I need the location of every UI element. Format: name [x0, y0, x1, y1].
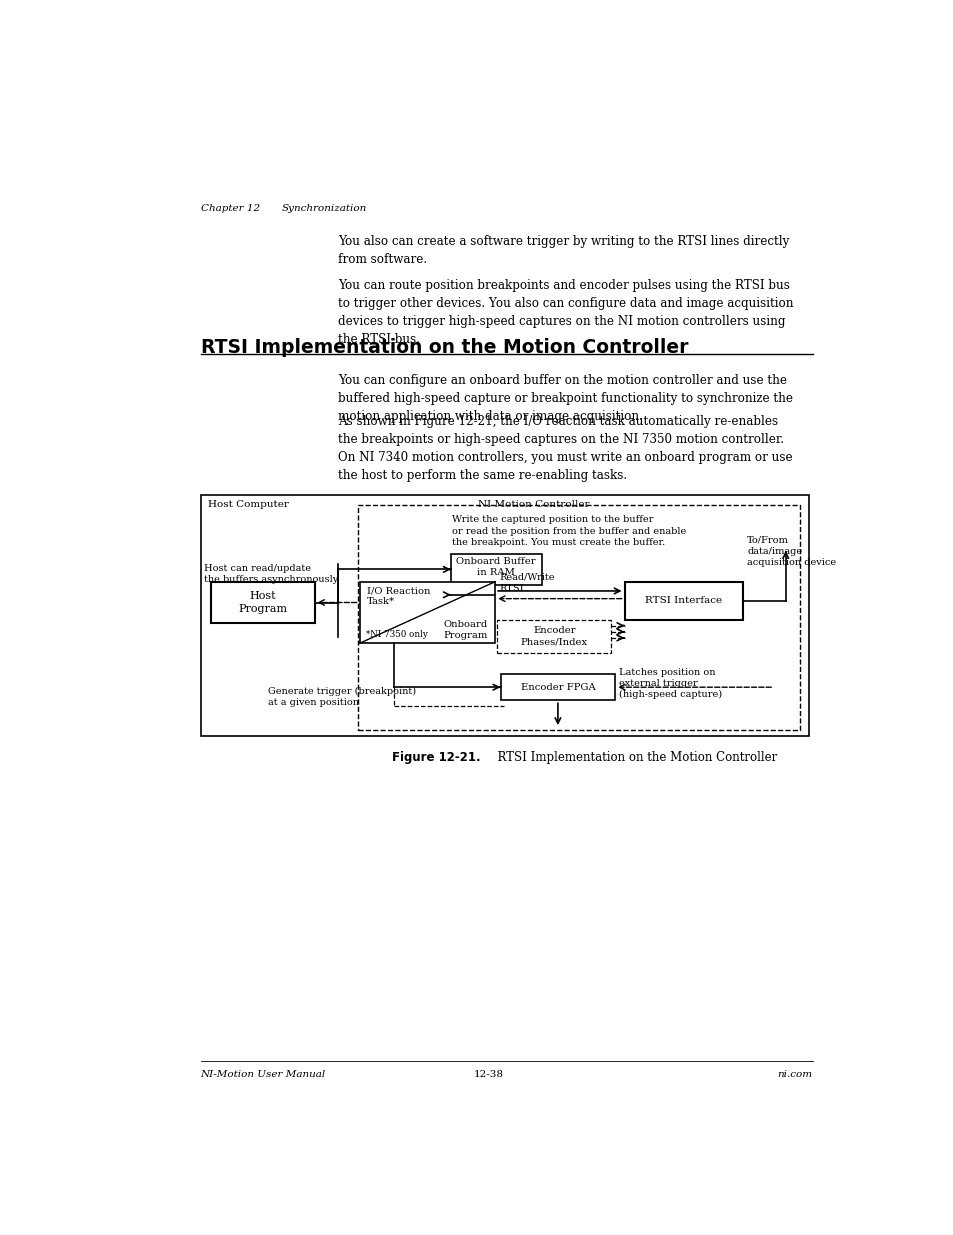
Text: You can configure an onboard buffer on the motion controller and use the
buffere: You can configure an onboard buffer on t…	[337, 374, 792, 422]
Bar	[200, 495, 808, 736]
Text: Figure 12-21.: Figure 12-21.	[392, 751, 480, 764]
Bar	[211, 582, 314, 624]
Text: Onboard Buffer
in RAM: Onboard Buffer in RAM	[456, 557, 536, 577]
Text: ni.com: ni.com	[777, 1070, 812, 1079]
Text: Encoder
Phases/Index: Encoder Phases/Index	[520, 626, 587, 646]
Bar	[624, 582, 742, 620]
Text: 12-38: 12-38	[474, 1070, 503, 1079]
Text: Host Computer: Host Computer	[208, 500, 289, 509]
Text: You also can create a software trigger by writing to the RTSI lines directly
fro: You also can create a software trigger b…	[337, 235, 788, 267]
Bar	[497, 620, 611, 652]
Text: RTSI Implementation on the Motion Controller: RTSI Implementation on the Motion Contro…	[200, 338, 687, 357]
Text: Chapter 12: Chapter 12	[200, 205, 259, 214]
Text: Write the captured position to the buffer
or read the position from the buffer a: Write the captured position to the buffe…	[452, 515, 686, 547]
Text: RTSI Implementation on the Motion Controller: RTSI Implementation on the Motion Contro…	[489, 751, 776, 764]
Text: NI Motion Controller: NI Motion Controller	[477, 500, 589, 509]
Text: To/From
data/image
acquisition device: To/From data/image acquisition device	[746, 536, 835, 567]
Text: Host can read/update
the buffers asynchronously: Host can read/update the buffers asynchr…	[204, 564, 338, 584]
Text: Host
Program: Host Program	[238, 590, 287, 614]
Text: Onboard
Program: Onboard Program	[442, 620, 487, 640]
Text: Read/Write
RTSI: Read/Write RTSI	[498, 573, 554, 593]
Bar	[359, 582, 495, 643]
Text: Encoder FPGA: Encoder FPGA	[520, 683, 595, 692]
Text: As shown in Figure 12-21, the I/O reaction task automatically re-enables
the bre: As shown in Figure 12-21, the I/O reacti…	[337, 415, 792, 483]
Bar	[451, 555, 541, 585]
Text: RTSI Interface: RTSI Interface	[644, 597, 721, 605]
Text: *NI 7350 only: *NI 7350 only	[365, 630, 427, 638]
Text: Latches position on
external trigger
(high-speed capture): Latches position on external trigger (hi…	[618, 668, 721, 699]
Bar	[357, 505, 799, 730]
Text: I/O Reaction
Task*: I/O Reaction Task*	[367, 587, 431, 606]
Bar	[500, 674, 615, 700]
Text: You can route position breakpoints and encoder pulses using the RTSI bus
to trig: You can route position breakpoints and e…	[337, 279, 793, 346]
Text: Generate trigger (breakpoint)
at a given position: Generate trigger (breakpoint) at a given…	[268, 687, 416, 708]
Text: NI-Motion User Manual: NI-Motion User Manual	[200, 1070, 326, 1079]
Text: Synchronization: Synchronization	[282, 205, 367, 214]
